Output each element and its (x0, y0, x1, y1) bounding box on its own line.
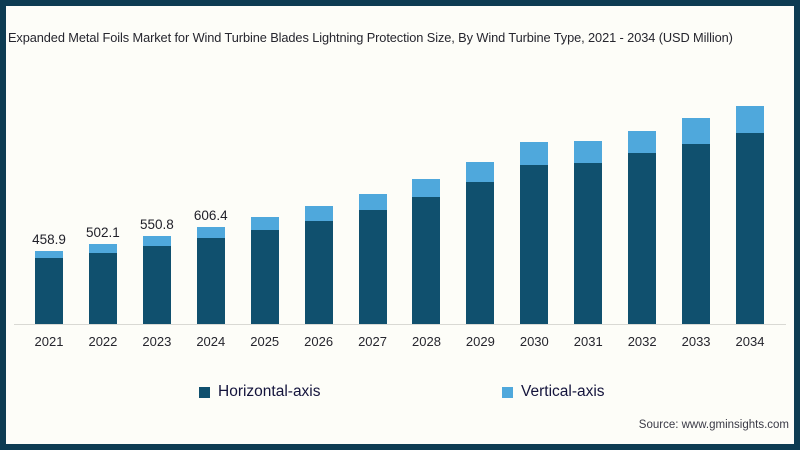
bar-segment-horizontal-axis (520, 164, 549, 324)
bar-group-2021: 458.9 (32, 232, 66, 324)
x-axis-line (14, 324, 786, 325)
bar-segment-vertical-axis (35, 250, 63, 259)
bar-group-2027 (358, 193, 387, 324)
x-axis-label-2034: 2034 (735, 334, 765, 349)
x-axis-label-text: 2021 (34, 334, 64, 349)
x-axis-label-text: 2033 (681, 334, 711, 349)
bar-segment-horizontal-axis (628, 153, 657, 324)
x-axis-label-2027: 2027 (358, 334, 387, 349)
bar-group-2031 (574, 140, 603, 324)
plot-area: 458.9 502.1 550.8 606.4 (30, 100, 775, 324)
bar-value-label: 606.4 (193, 208, 228, 224)
x-axis-label-text: 2029 (465, 334, 495, 349)
bar-value-label: 550.8 (139, 217, 174, 233)
bar-segment-horizontal-axis (35, 258, 63, 324)
x-axis-label-text: 2034 (735, 334, 765, 349)
bar-segment-vertical-axis (304, 206, 333, 221)
x-axis-label-text: 2031 (573, 334, 603, 349)
bar-segment-horizontal-axis (88, 252, 117, 324)
bar-segment-vertical-axis (250, 217, 279, 231)
x-axis-label-2024: 2024 (196, 334, 226, 349)
bar-value-label: 458.9 (32, 231, 66, 247)
legend-item-vertical-axis: Vertical-axis (502, 383, 605, 401)
x-axis-label-text: 2030 (519, 334, 549, 349)
x-axis-label-2032: 2032 (627, 334, 657, 349)
bar-group-2023: 550.8 (140, 217, 174, 324)
bar-segment-horizontal-axis (682, 143, 711, 324)
x-axis-label-text: 2026 (304, 334, 334, 349)
bar-segment-horizontal-axis (358, 209, 387, 324)
bar-segment-vertical-axis (466, 161, 495, 183)
legend-label: Vertical-axis (521, 383, 605, 400)
bar-value-label: 502.1 (86, 224, 120, 240)
bar-segment-vertical-axis (628, 130, 657, 154)
bar-group-2026 (304, 206, 333, 324)
bar-group-2034 (735, 105, 764, 324)
x-axis-label-text: 2022 (88, 334, 118, 349)
x-axis-labels: 2021 2022 2023 2024 2025 2026 2027 2028 2029 2030… (30, 334, 775, 349)
bar-segment-horizontal-axis (574, 163, 603, 324)
bar-segment-vertical-axis (735, 105, 764, 134)
bar-group-2025 (250, 217, 279, 324)
bar-segment-horizontal-axis (304, 220, 333, 324)
bar-segment-vertical-axis (574, 140, 603, 164)
bar-segment-vertical-axis (88, 243, 117, 253)
x-axis-label-2029: 2029 (465, 334, 495, 349)
x-axis-label-2023: 2023 (142, 334, 172, 349)
x-axis-label-text: 2023 (142, 334, 172, 349)
legend-swatch-vertical-axis-icon (502, 386, 513, 398)
source-note: Source: www.gminsights.com (638, 419, 789, 431)
bar-segment-horizontal-axis (412, 196, 441, 324)
bar-segment-vertical-axis (196, 227, 225, 239)
bar-group-2024: 606.4 (194, 208, 228, 324)
x-axis-label-2021: 2021 (34, 334, 64, 349)
bar-segment-horizontal-axis (196, 238, 225, 324)
bar-segment-horizontal-axis (466, 182, 495, 324)
bar-segment-vertical-axis (520, 142, 549, 165)
bar-group-2028 (412, 179, 441, 324)
bar-group-2029 (466, 161, 495, 324)
bar-group-2032 (628, 130, 657, 324)
x-axis-label-2026: 2026 (304, 334, 334, 349)
bar-segment-horizontal-axis (250, 230, 279, 324)
x-axis-label-text: 2032 (627, 334, 657, 349)
legend-swatch-horizontal-axis-icon (199, 386, 210, 398)
legend-item-horizontal-axis: Horizontal-axis (199, 383, 321, 401)
bar-segment-vertical-axis (358, 193, 387, 210)
bar-group-2022: 502.1 (86, 225, 120, 324)
x-axis-label-2030: 2030 (519, 334, 549, 349)
bar-segment-horizontal-axis (142, 246, 171, 324)
x-axis-label-text: 2024 (196, 334, 226, 349)
x-axis-label-text: 2028 (412, 334, 441, 349)
x-axis-label-2031: 2031 (573, 334, 603, 349)
chart-title: Expanded Metal Foils Market for Wind Tur… (8, 30, 733, 45)
x-axis-label-2028: 2028 (412, 334, 441, 349)
x-axis-label-2022: 2022 (88, 334, 118, 349)
bar-segment-vertical-axis (142, 236, 171, 247)
x-axis-label-text: 2025 (250, 334, 280, 349)
x-axis-label-text: 2027 (358, 334, 387, 349)
legend-label: Horizontal-axis (218, 383, 321, 400)
x-axis-label-2033: 2033 (681, 334, 711, 349)
bar-group-2030 (520, 142, 549, 324)
bar-segment-horizontal-axis (735, 133, 764, 324)
x-axis-label-2025: 2025 (250, 334, 280, 349)
bar-segment-vertical-axis (682, 118, 711, 144)
bar-segment-vertical-axis (412, 179, 441, 197)
bar-group-2033 (682, 118, 711, 324)
